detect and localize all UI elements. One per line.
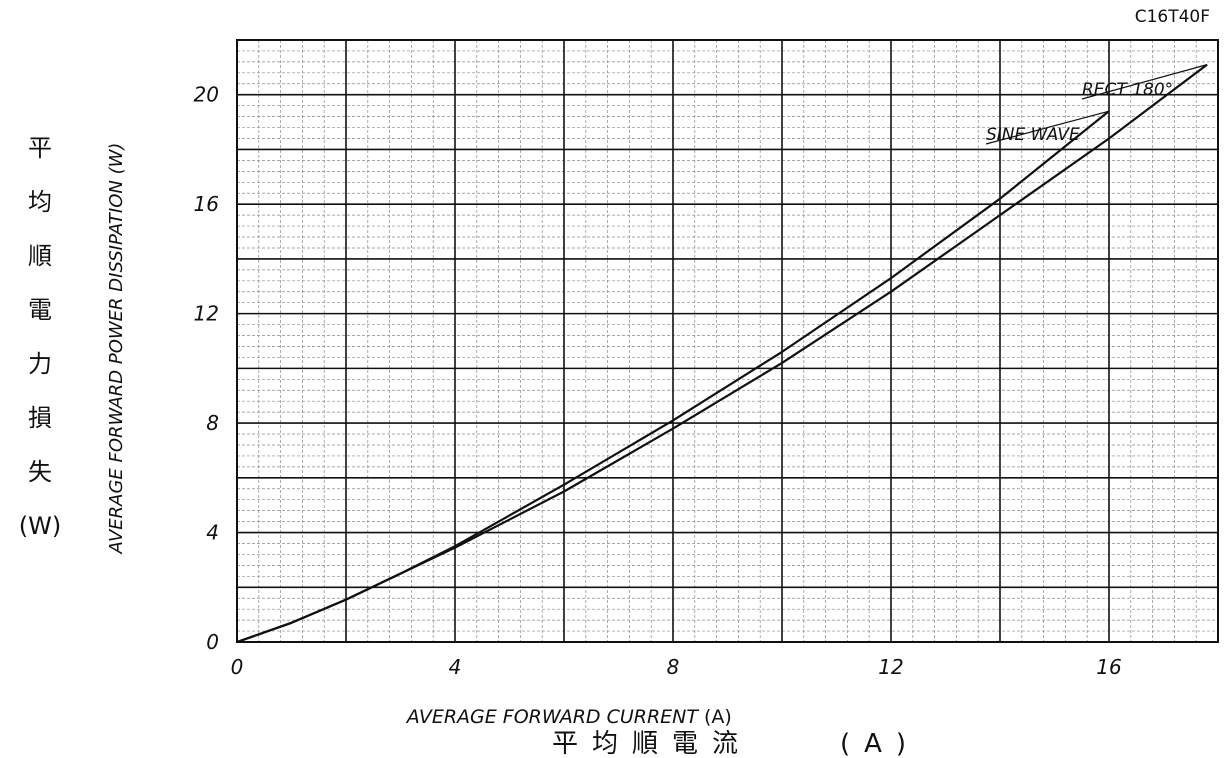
y-axis-title-jp-char: (W) (19, 512, 61, 540)
series-line-1 (236, 110, 1110, 644)
y-axis-title-jp-char: 均 (28, 188, 52, 216)
y-tick-label: 12 (194, 302, 219, 326)
x-tick-label: 12 (878, 655, 903, 679)
series-label-rect-180: RECT 180° (1082, 80, 1173, 100)
x-tick-label: 16 (1096, 655, 1121, 679)
series-label-leader-1 (985, 110, 1110, 145)
y-tick-label: 0 (206, 630, 219, 654)
plot-frame (236, 39, 1219, 643)
series-label-leader-0 (1081, 64, 1208, 100)
x-axis-unit-jp: (A) (840, 729, 920, 758)
grid-major (237, 40, 1218, 642)
y-tick-label: 20 (194, 83, 219, 107)
x-axis-title: AVERAGE FORWARD CURRENT (405, 706, 700, 728)
grid-minor (237, 40, 1218, 642)
y-axis-title-jp-char: 力 (28, 350, 52, 378)
x-tick-label: 0 (231, 655, 244, 679)
x-axis-unit: (A) (704, 706, 732, 728)
y-axis-title-jp-char: 順 (28, 242, 52, 270)
part-number-label: C16T40F (1135, 7, 1210, 27)
y-tick-label: 8 (206, 411, 219, 435)
series-group (236, 63, 1208, 644)
series-label-sine-wave: SINE WAVE (986, 125, 1080, 145)
x-tick-labels: 0 4 8 12 16 (231, 655, 1122, 679)
x-tick-label: 8 (667, 655, 680, 679)
y-tick-label: 4 (206, 521, 219, 545)
y-axis-title: AVERAGE FORWARD POWER DISSIPATION (W) (106, 143, 127, 555)
y-tick-labels: 0 4 8 12 16 20 (194, 83, 219, 654)
y-axis-title-jp-char: 電 (28, 296, 52, 324)
y-tick-label: 16 (194, 192, 219, 216)
y-axis-title-jp-char: 平 (28, 134, 52, 162)
y-axis-title-jp-char: 損 (28, 404, 52, 432)
y-axis-title-jp-char: 失 (28, 458, 52, 486)
x-axis-title-jp: 平均順電流 (552, 729, 752, 758)
series-line-0 (236, 63, 1208, 644)
x-tick-label: 4 (449, 655, 462, 679)
